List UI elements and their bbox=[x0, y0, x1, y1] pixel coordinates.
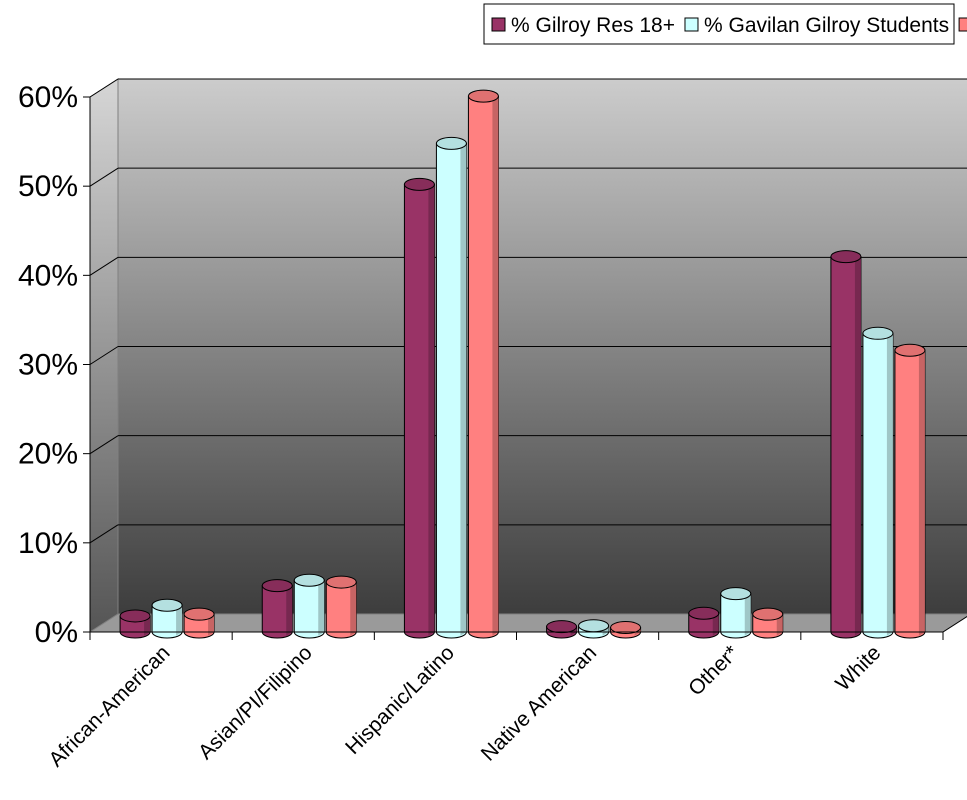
bar-top bbox=[151, 598, 183, 612]
bar bbox=[403, 177, 435, 639]
bar-shade bbox=[208, 614, 215, 636]
legend-label: % Gilroy Res 18+ bbox=[511, 14, 675, 37]
bar bbox=[610, 621, 642, 639]
bar-top bbox=[467, 89, 499, 103]
gridline-side bbox=[89, 435, 119, 455]
bar-top bbox=[325, 575, 357, 589]
y-tick-label: 40% bbox=[18, 259, 78, 292]
bar bbox=[183, 607, 215, 639]
bar-top bbox=[894, 343, 926, 357]
x-category-label: Other* bbox=[684, 641, 743, 700]
gridline-side bbox=[89, 167, 119, 187]
x-category-label: Native American bbox=[477, 641, 601, 765]
bar-top bbox=[183, 607, 215, 621]
bar-top bbox=[546, 620, 578, 634]
bar bbox=[119, 609, 151, 639]
bar-shade bbox=[460, 143, 467, 636]
legend-swatch bbox=[491, 17, 506, 32]
bar bbox=[261, 579, 293, 639]
x-axis-depth-line bbox=[942, 615, 967, 633]
bar-top bbox=[578, 619, 610, 633]
bar-shade bbox=[318, 580, 325, 636]
gridline-side bbox=[89, 256, 119, 276]
bar bbox=[293, 573, 325, 639]
y-tick-label: 60% bbox=[18, 81, 78, 114]
bar-shade bbox=[176, 605, 183, 636]
legend-swatch bbox=[684, 17, 699, 32]
y-tick-label: 50% bbox=[18, 170, 78, 203]
gridline-side bbox=[89, 346, 119, 365]
bar bbox=[578, 619, 610, 639]
bar-top bbox=[119, 609, 151, 623]
bar-top bbox=[261, 579, 293, 593]
x-category-label: Hispanic/Latino bbox=[341, 641, 459, 759]
bar-top bbox=[830, 250, 862, 264]
bar-shade bbox=[854, 256, 861, 636]
bar-top bbox=[435, 136, 467, 150]
legend-box bbox=[483, 3, 955, 45]
gridline-side bbox=[89, 524, 119, 544]
y-tick-label: 30% bbox=[18, 349, 78, 382]
y-tick-label: 20% bbox=[18, 438, 78, 471]
bar bbox=[862, 326, 894, 639]
bar-top bbox=[862, 326, 894, 340]
bar-shade bbox=[744, 593, 751, 636]
bar bbox=[325, 575, 357, 639]
bar-top bbox=[752, 607, 784, 621]
bar-shade bbox=[286, 585, 293, 636]
bar bbox=[467, 89, 499, 639]
legend-swatch bbox=[958, 17, 967, 32]
x-category-label: White bbox=[831, 641, 885, 695]
x-category-label: African-American bbox=[44, 641, 174, 771]
bar bbox=[830, 250, 862, 639]
bar bbox=[546, 620, 578, 639]
bar-shade bbox=[886, 333, 893, 636]
bar-shade bbox=[428, 184, 435, 636]
x-category-label: Asian/PI/Filipino bbox=[194, 641, 317, 764]
bar-shade bbox=[492, 96, 499, 636]
bar bbox=[688, 606, 720, 639]
y-tick-label: 10% bbox=[18, 527, 78, 560]
bar-top bbox=[403, 177, 435, 191]
bar-top bbox=[293, 573, 325, 587]
bar bbox=[752, 607, 784, 639]
bar-top bbox=[688, 606, 720, 620]
bar bbox=[435, 136, 467, 639]
bar-top bbox=[610, 621, 642, 635]
bar bbox=[894, 343, 926, 639]
bar-shade bbox=[144, 615, 151, 636]
bar-shade bbox=[918, 350, 925, 636]
bar-shade bbox=[712, 613, 719, 636]
bar-top bbox=[720, 587, 752, 601]
gridline-side bbox=[89, 78, 119, 98]
y-tick-label: 0% bbox=[35, 616, 78, 649]
bar-shade bbox=[776, 614, 783, 636]
legend-label: % Gavilan Gilroy Students bbox=[704, 14, 949, 37]
bar-shade bbox=[350, 582, 357, 636]
bar bbox=[720, 587, 752, 639]
